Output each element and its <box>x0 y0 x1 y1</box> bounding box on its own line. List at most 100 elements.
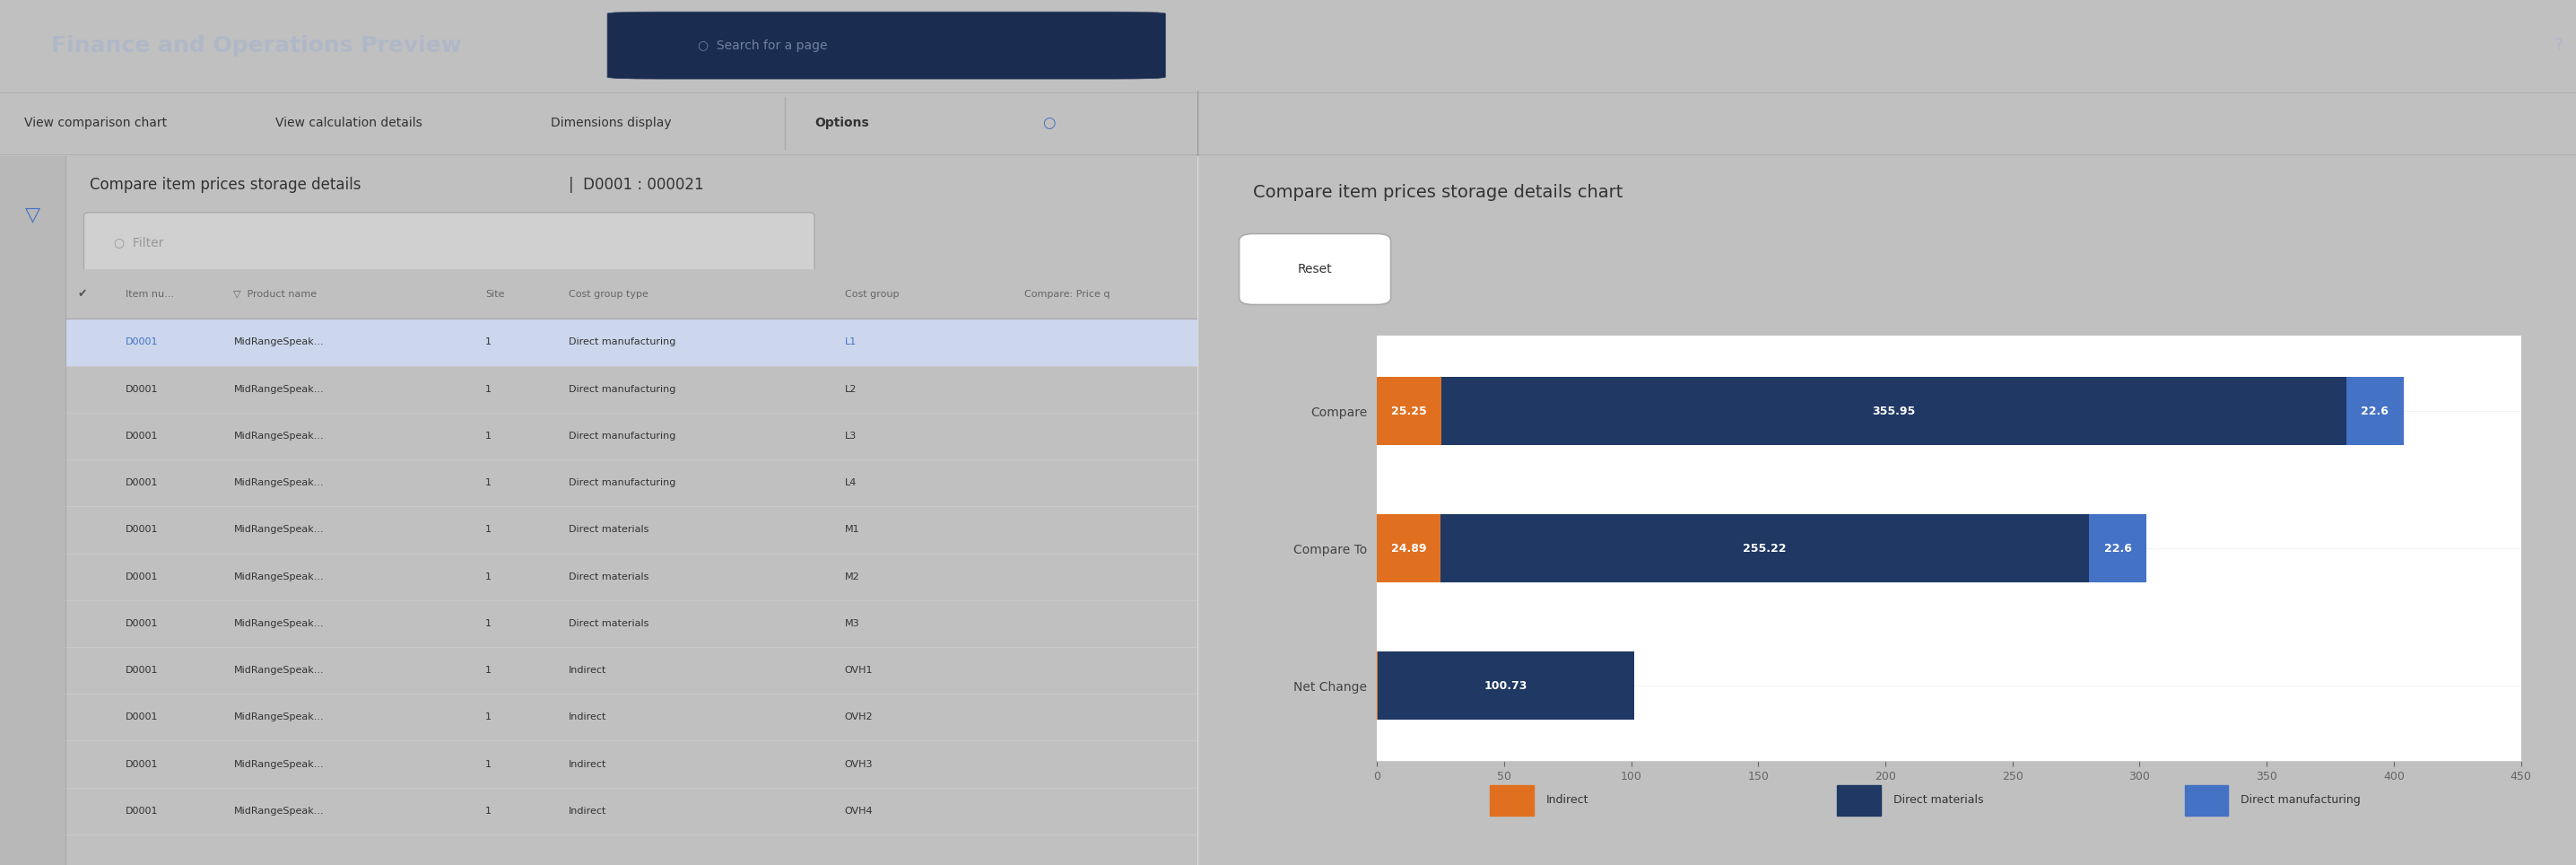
Bar <box>1378 651 1633 720</box>
Text: D0001: D0001 <box>126 806 160 816</box>
Text: 22.6: 22.6 <box>2360 406 2388 417</box>
Bar <box>67 506 1198 554</box>
Text: Indirect: Indirect <box>1546 794 1589 806</box>
Bar <box>67 740 1198 788</box>
Text: Direct materials: Direct materials <box>1893 794 1984 806</box>
Bar <box>2347 377 2403 445</box>
Bar <box>67 269 1198 319</box>
Bar <box>0 156 67 865</box>
Text: Cost group type: Cost group type <box>569 290 649 298</box>
Text: Direct materials: Direct materials <box>569 572 649 581</box>
Text: ○: ○ <box>1043 115 1056 131</box>
Text: M2: M2 <box>845 572 860 581</box>
FancyBboxPatch shape <box>85 213 814 272</box>
FancyBboxPatch shape <box>608 12 1164 79</box>
Text: Cost group: Cost group <box>845 290 899 298</box>
Text: Compare item prices storage details chart: Compare item prices storage details char… <box>1252 184 1623 202</box>
Text: 1: 1 <box>484 759 492 769</box>
Bar <box>67 600 1198 647</box>
Text: OVH3: OVH3 <box>845 759 873 769</box>
Bar <box>1440 514 2089 583</box>
Text: 1: 1 <box>484 478 492 487</box>
Text: ✔: ✔ <box>77 288 88 300</box>
Bar <box>2184 785 2228 815</box>
Text: ▽  Product name: ▽ Product name <box>234 290 317 298</box>
Bar <box>67 459 1198 506</box>
Text: D0001: D0001 <box>126 619 160 628</box>
Text: Indirect: Indirect <box>569 759 608 769</box>
Text: 1: 1 <box>484 806 492 816</box>
Text: MidRangeSpeak...: MidRangeSpeak... <box>234 806 325 816</box>
Text: OVH4: OVH4 <box>845 806 873 816</box>
Text: MidRangeSpeak...: MidRangeSpeak... <box>234 713 325 721</box>
Text: ?: ? <box>2553 37 2563 54</box>
Text: Direct materials: Direct materials <box>569 525 649 535</box>
Text: D0001: D0001 <box>126 666 160 675</box>
Text: Indirect: Indirect <box>569 666 608 675</box>
Text: |  D0001 : 000021: | D0001 : 000021 <box>569 177 703 193</box>
Text: MidRangeSpeak...: MidRangeSpeak... <box>234 572 325 581</box>
Text: Direct manufacturing: Direct manufacturing <box>2241 794 2360 806</box>
Text: MidRangeSpeak...: MidRangeSpeak... <box>234 478 325 487</box>
Text: Direct manufacturing: Direct manufacturing <box>569 338 675 347</box>
Text: Item nu...: Item nu... <box>126 290 175 298</box>
Text: D0001: D0001 <box>126 713 160 721</box>
Text: Site: Site <box>484 290 505 298</box>
Text: 1: 1 <box>484 525 492 535</box>
Text: MidRangeSpeak...: MidRangeSpeak... <box>234 385 325 394</box>
Text: 1: 1 <box>484 338 492 347</box>
Bar <box>67 647 1198 694</box>
Text: 1: 1 <box>484 713 492 721</box>
Bar <box>67 366 1198 413</box>
Text: D0001: D0001 <box>126 478 160 487</box>
Bar <box>1378 377 1440 445</box>
Text: Indirect: Indirect <box>569 806 608 816</box>
Text: Direct manufacturing: Direct manufacturing <box>569 385 675 394</box>
Bar <box>67 694 1198 740</box>
Text: Finance and Operations Preview: Finance and Operations Preview <box>52 35 461 56</box>
Text: 100.73: 100.73 <box>1484 680 1528 691</box>
Text: MidRangeSpeak...: MidRangeSpeak... <box>234 432 325 440</box>
Text: 1: 1 <box>484 666 492 675</box>
Bar <box>2089 514 2146 583</box>
FancyBboxPatch shape <box>1239 234 1391 304</box>
Text: L2: L2 <box>845 385 855 394</box>
Text: View comparison chart: View comparison chart <box>23 117 167 130</box>
Bar <box>67 788 1198 835</box>
Bar <box>1489 785 1533 815</box>
Text: Reset: Reset <box>1298 263 1332 275</box>
Text: MidRangeSpeak...: MidRangeSpeak... <box>234 338 325 347</box>
Text: 25.25: 25.25 <box>1391 406 1427 417</box>
Text: OVH2: OVH2 <box>845 713 873 721</box>
Text: 1: 1 <box>484 432 492 440</box>
Text: Compare: Price q: Compare: Price q <box>1025 290 1110 298</box>
Text: Compare item prices storage details: Compare item prices storage details <box>90 177 361 193</box>
Text: D0001: D0001 <box>126 338 160 347</box>
Text: D0001: D0001 <box>126 759 160 769</box>
Text: MidRangeSpeak...: MidRangeSpeak... <box>234 759 325 769</box>
Text: 1: 1 <box>484 572 492 581</box>
Bar <box>1378 514 1440 583</box>
Text: Direct manufacturing: Direct manufacturing <box>569 432 675 440</box>
Text: OVH1: OVH1 <box>845 666 873 675</box>
Bar <box>1837 785 1880 815</box>
Text: MidRangeSpeak...: MidRangeSpeak... <box>234 525 325 535</box>
Text: MidRangeSpeak...: MidRangeSpeak... <box>234 666 325 675</box>
Text: L3: L3 <box>845 432 855 440</box>
Text: 355.95: 355.95 <box>1873 406 1914 417</box>
Text: D0001: D0001 <box>126 385 160 394</box>
Bar <box>67 413 1198 459</box>
Text: 1: 1 <box>484 619 492 628</box>
Text: L4: L4 <box>845 478 855 487</box>
Text: Direct manufacturing: Direct manufacturing <box>569 478 675 487</box>
Text: View calculation details: View calculation details <box>276 117 422 130</box>
Text: ○  Search for a page: ○ Search for a page <box>698 39 827 52</box>
Text: 255.22: 255.22 <box>1744 542 1785 554</box>
Text: 24.89: 24.89 <box>1391 542 1427 554</box>
Bar <box>67 319 1198 366</box>
Text: 1: 1 <box>484 385 492 394</box>
Text: 22.6: 22.6 <box>2105 542 2130 554</box>
Bar <box>1440 377 2347 445</box>
Text: ▽: ▽ <box>26 205 41 223</box>
Text: L1: L1 <box>845 338 855 347</box>
